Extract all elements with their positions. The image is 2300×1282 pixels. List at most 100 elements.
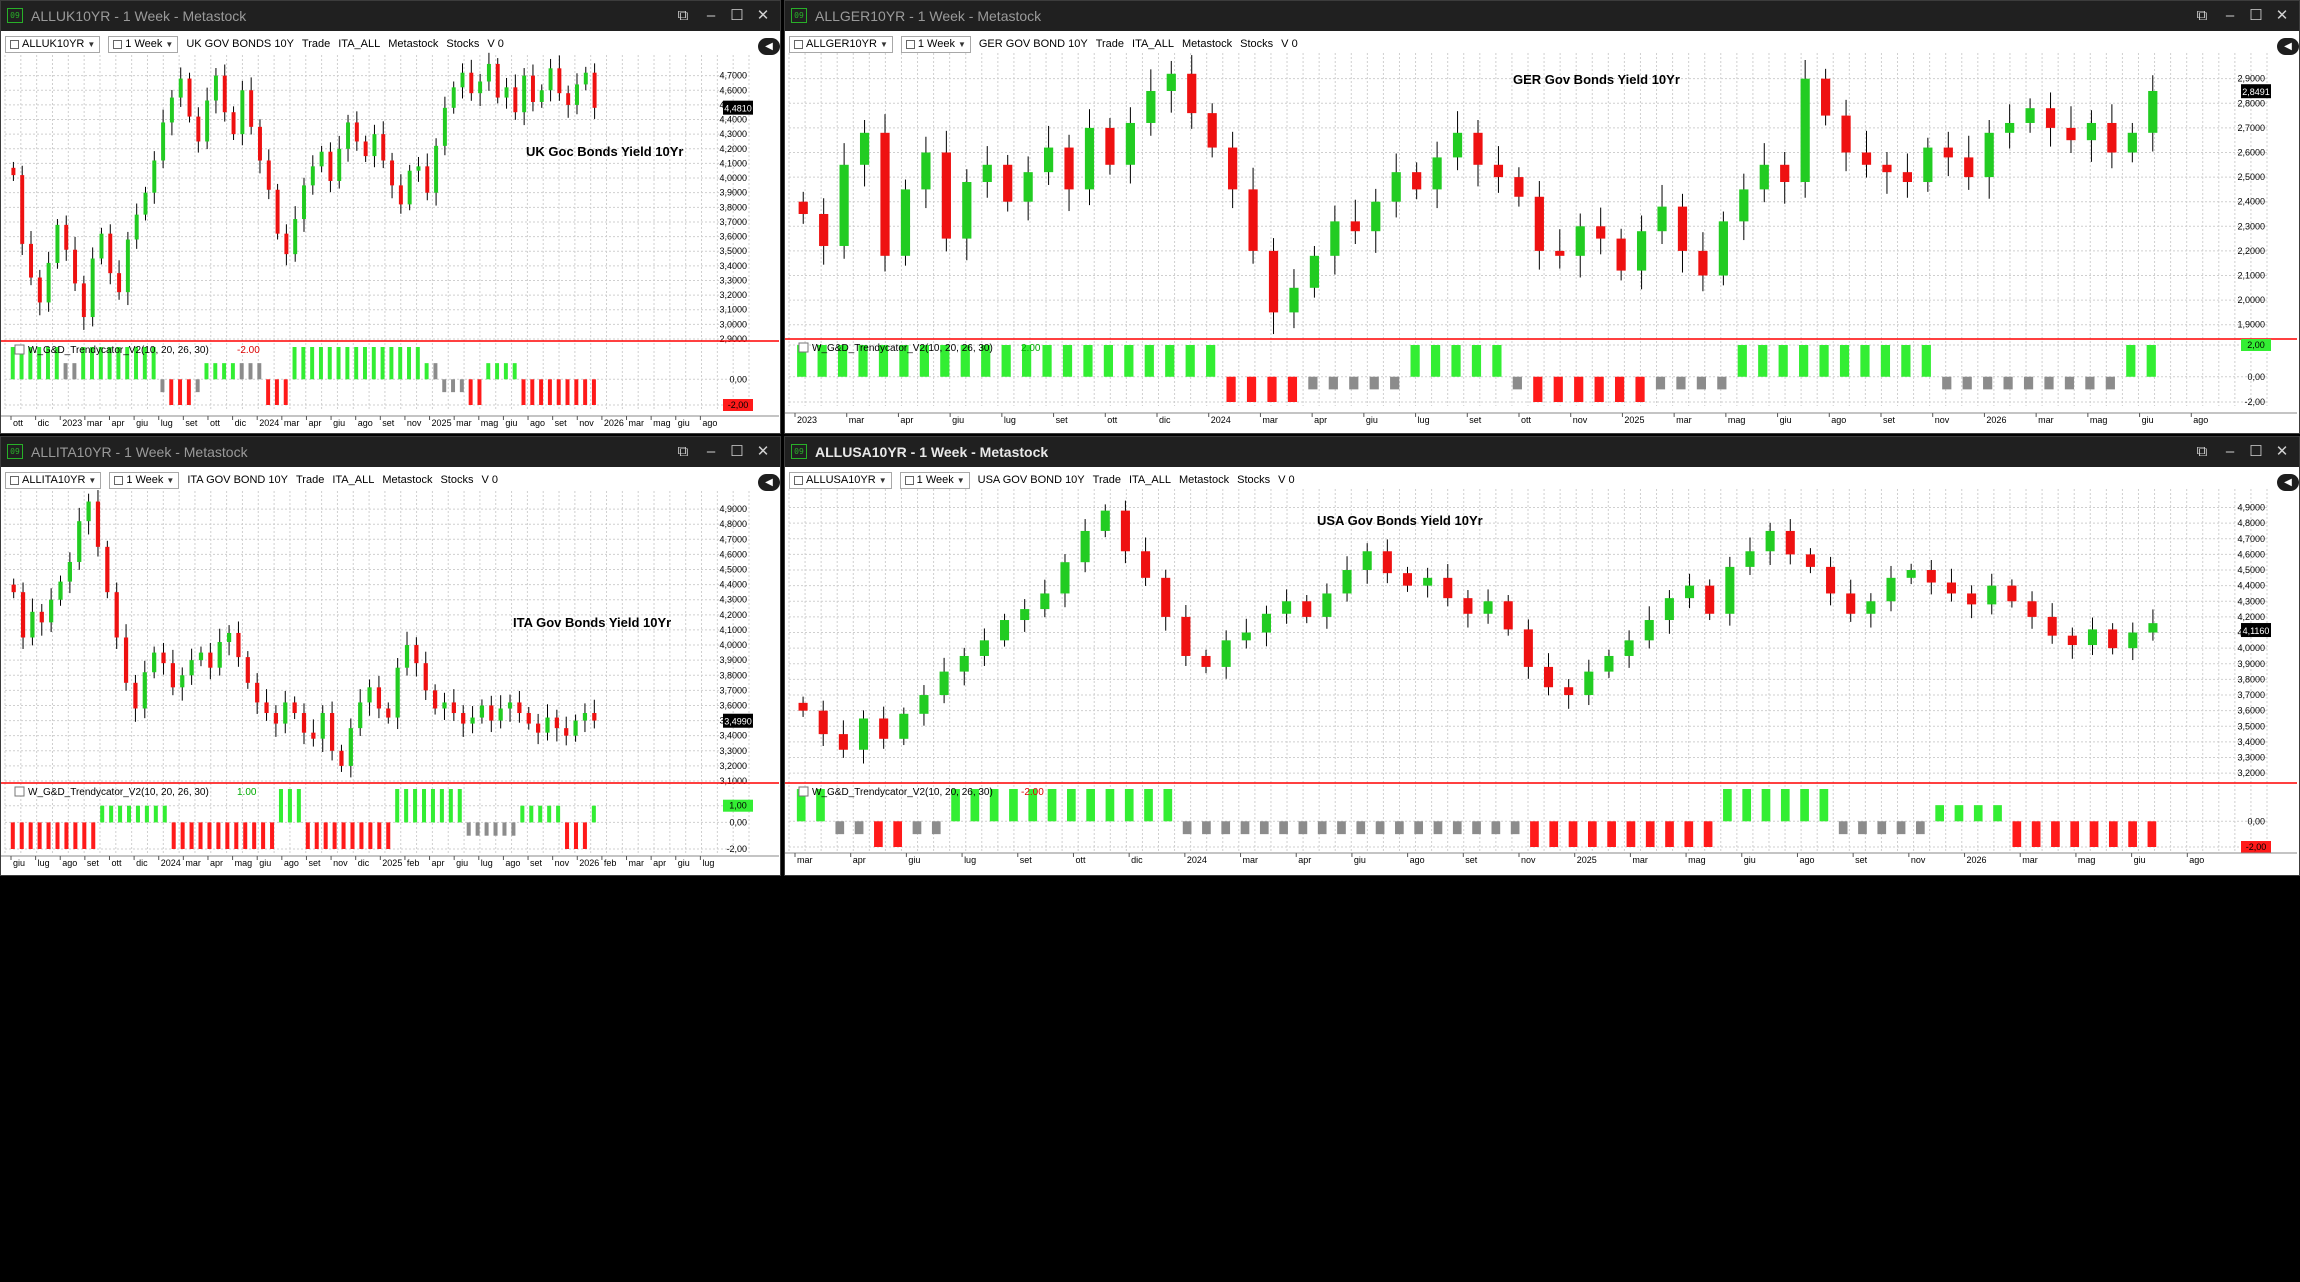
candle-body: [1780, 164, 1790, 183]
maximize-icon[interactable]: ☐: [2249, 443, 2263, 460]
period-dropdown[interactable]: 1 Week ▼: [109, 471, 180, 489]
window-titlebar[interactable]: 09 ALLUK10YR - 1 Week - Metastock ⧉ – ☐ …: [1, 1, 780, 31]
osc-axis-label: -2,00: [726, 844, 747, 854]
close-icon[interactable]: ✕: [2275, 7, 2289, 24]
oscillator-bar: [63, 363, 68, 380]
candle-body: [249, 90, 254, 127]
minimize-icon[interactable]: –: [2225, 7, 2235, 24]
oscillator-bar: [1568, 821, 1578, 847]
window-titlebar[interactable]: 09 ALLITA10YR - 1 Week - Metastock ⧉ – ☐…: [1, 437, 780, 467]
candle-body: [433, 690, 438, 709]
restore-icon[interactable]: ⧉: [2196, 7, 2208, 24]
last-price-badge: [723, 713, 753, 728]
date-axis-label: lug: [38, 858, 50, 868]
osc-value-badge: [723, 399, 753, 411]
oscillator-bar: [274, 379, 279, 405]
info-volume: V 0: [1278, 474, 1295, 486]
symbol-dropdown[interactable]: ALLUK10YR ▼: [5, 35, 101, 53]
date-axis-label: giu: [952, 415, 964, 425]
candle-body: [1705, 585, 1715, 614]
date-axis-label: apr: [111, 418, 124, 428]
chart-window-ita[interactable]: 09 ALLITA10YR - 1 Week - Metastock ⧉ – ☐…: [0, 436, 781, 876]
info-source: Metastock: [388, 38, 439, 50]
price-chart[interactable]: 3,2000 3,3000 3,4000 3,5000 3,6000 3,7000 3,80…: [785, 437, 2300, 876]
chart-window-uk[interactable]: 09 ALLUK10YR - 1 Week - Metastock ⧉ – ☐ …: [0, 0, 781, 434]
restore-icon[interactable]: ⧉: [677, 443, 689, 460]
oscillator-bar: [1635, 376, 1645, 402]
minimize-icon[interactable]: –: [706, 443, 716, 460]
maximize-icon[interactable]: ☐: [730, 443, 744, 460]
date-axis-label: 2023: [797, 415, 817, 425]
candle-body: [2045, 108, 2056, 128]
date-axis-label: mar: [2038, 415, 2054, 425]
window-titlebar[interactable]: 09 ALLGER10YR - 1 Week - Metastock ⧉ – ☐…: [785, 1, 2299, 31]
window-titlebar[interactable]: 09 ALLUSA10YR - 1 Week - Metastock ⧉ – ☐…: [785, 437, 2299, 467]
oscillator-bar: [162, 805, 167, 823]
symbol-dropdown[interactable]: ALLGER10YR ▼: [789, 35, 893, 53]
candle-body: [1493, 164, 1504, 178]
candle-body: [1882, 164, 1892, 173]
candle-body: [573, 720, 578, 736]
symbol-dropdown[interactable]: ALLUSA10YR ▼: [789, 471, 892, 489]
period-dropdown[interactable]: 1 Week ▼: [899, 471, 970, 489]
chevron-down-icon: ▼: [879, 39, 888, 49]
candle-body: [1289, 287, 1299, 313]
maximize-icon[interactable]: ☐: [730, 7, 744, 24]
candle-body: [1846, 593, 1856, 614]
candle-body: [46, 262, 51, 303]
price-axis-label: 3,3000: [2237, 753, 2265, 763]
date-axis-label: nov: [1911, 855, 1926, 865]
symbol-dropdown[interactable]: ALLITA10YR ▼: [5, 471, 102, 489]
candle-body: [1923, 147, 1933, 183]
chart-window-usa[interactable]: 09 ALLUSA10YR - 1 Week - Metastock ⧉ – ☐…: [784, 436, 2300, 876]
candle-body: [236, 632, 241, 658]
close-icon[interactable]: ✕: [2275, 443, 2289, 460]
minimize-icon[interactable]: –: [2225, 443, 2235, 460]
minimize-icon[interactable]: –: [706, 7, 716, 24]
candle-body: [451, 702, 456, 714]
oscillator-bar: [327, 347, 332, 380]
oscillator-bar: [1942, 376, 1952, 390]
candle-body: [1003, 164, 1013, 202]
candle-body: [798, 702, 808, 711]
period-dropdown[interactable]: 1 Week ▼: [108, 35, 179, 53]
candle-body: [557, 68, 562, 94]
candle-body: [498, 708, 503, 721]
candle-body: [959, 655, 969, 672]
chevron-left-icon[interactable]: ◀: [2277, 38, 2299, 55]
price-axis-label: 3,8000: [2237, 674, 2265, 684]
candle-body: [536, 723, 541, 733]
restore-icon[interactable]: ⧉: [677, 7, 689, 24]
price-chart[interactable]: 2,9000 3,0000 3,1000 3,2000 3,3000 3,4000 3,50…: [1, 1, 781, 434]
oscillator-bar: [1594, 376, 1604, 402]
period-dropdown[interactable]: 1 Week ▼: [900, 35, 971, 53]
candle-body: [486, 63, 491, 82]
restore-icon[interactable]: ⧉: [2196, 443, 2208, 460]
price-chart[interactable]: 1,9000 2,0000 2,1000 2,2000 2,3000 2,4000 2,50…: [785, 1, 2300, 434]
chart-window-ger[interactable]: 09 ALLGER10YR - 1 Week - Metastock ⧉ – ☐…: [784, 0, 2300, 434]
chevron-left-icon[interactable]: ◀: [758, 474, 780, 491]
date-axis-label: ott: [1075, 855, 1086, 865]
price-axis-label: 3,4000: [2237, 737, 2265, 747]
chevron-left-icon[interactable]: ◀: [758, 38, 780, 55]
oscillator-bar: [574, 379, 579, 405]
candle-body: [217, 642, 222, 668]
close-icon[interactable]: ✕: [756, 7, 770, 24]
candle-body: [108, 233, 113, 274]
oscillator-bar: [538, 805, 543, 823]
checkbox-icon: [794, 39, 803, 49]
candle-body: [1739, 189, 1749, 222]
chevron-left-icon[interactable]: ◀: [2277, 474, 2299, 491]
oscillator-bar: [1880, 345, 1891, 377]
candle-body: [161, 652, 166, 664]
price-chart[interactable]: 3,10003,20003,30003,40003,50003,60003,70…: [1, 437, 781, 876]
candle-body: [264, 702, 269, 714]
chevron-down-icon: ▼: [957, 39, 966, 49]
close-icon[interactable]: ✕: [756, 443, 770, 460]
period-label: 1 Week: [126, 473, 164, 486]
candle-body: [390, 160, 395, 186]
oscillator-bar: [1246, 376, 1257, 402]
oscillator-bar: [520, 805, 525, 823]
maximize-icon[interactable]: ☐: [2249, 7, 2263, 24]
candle-body: [1967, 593, 1977, 605]
